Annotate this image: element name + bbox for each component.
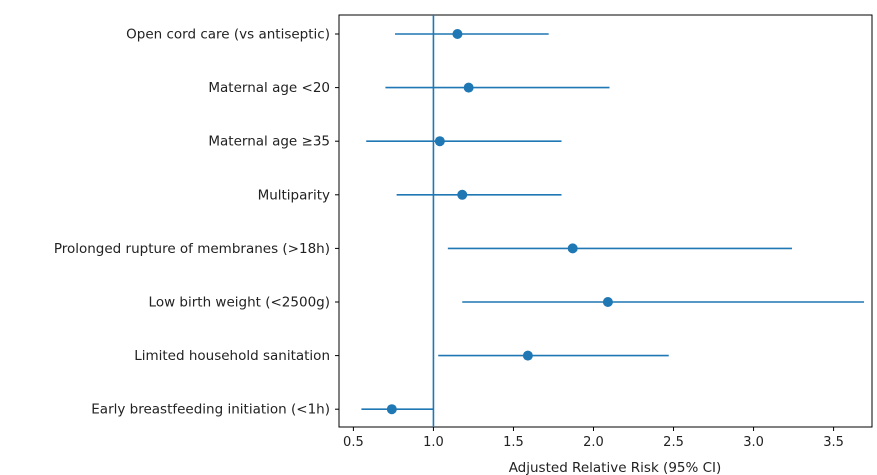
estimate-point — [386, 404, 397, 415]
estimate-point — [522, 350, 533, 361]
category-label: Multiparity — [258, 187, 330, 203]
plot-frame — [338, 14, 873, 428]
estimate-point — [434, 136, 445, 147]
estimate-point — [463, 82, 474, 93]
x-tick-label: 1.0 — [423, 435, 444, 450]
estimate-point — [457, 189, 468, 200]
category-label: Low birth weight (<2500g) — [149, 295, 330, 311]
category-label: Early breastfeeding initiation (<1h) — [91, 402, 330, 418]
x-tick-label: 3.5 — [823, 435, 844, 450]
estimate-point — [602, 297, 613, 307]
estimate-point — [452, 29, 463, 39]
y-tick-labels: Open cord care (vs antiseptic) Maternal a… — [54, 27, 339, 418]
estimate-point — [567, 243, 578, 254]
category-label: Maternal age ≥35 — [208, 134, 330, 150]
x-axis-label: Adjusted Relative Risk (95% CI) — [509, 460, 722, 475]
x-tick-label: 0.5 — [343, 435, 364, 450]
x-axis-ticks: 0.5 1.0 1.5 2.0 2.5 3.0 3.5 — [343, 427, 844, 450]
category-label: Open cord care (vs antiseptic) — [126, 27, 330, 43]
x-tick-label: 2.0 — [583, 435, 604, 450]
x-tick-label: 3.0 — [743, 435, 764, 450]
plot-marks — [361, 15, 864, 427]
category-label: Limited household sanitation — [134, 348, 330, 364]
x-tick-label: 1.5 — [503, 435, 524, 450]
x-tick-label: 2.5 — [663, 435, 684, 450]
category-label: Maternal age <20 — [208, 80, 330, 96]
category-label: Prolonged rupture of membranes (>18h) — [54, 241, 330, 257]
